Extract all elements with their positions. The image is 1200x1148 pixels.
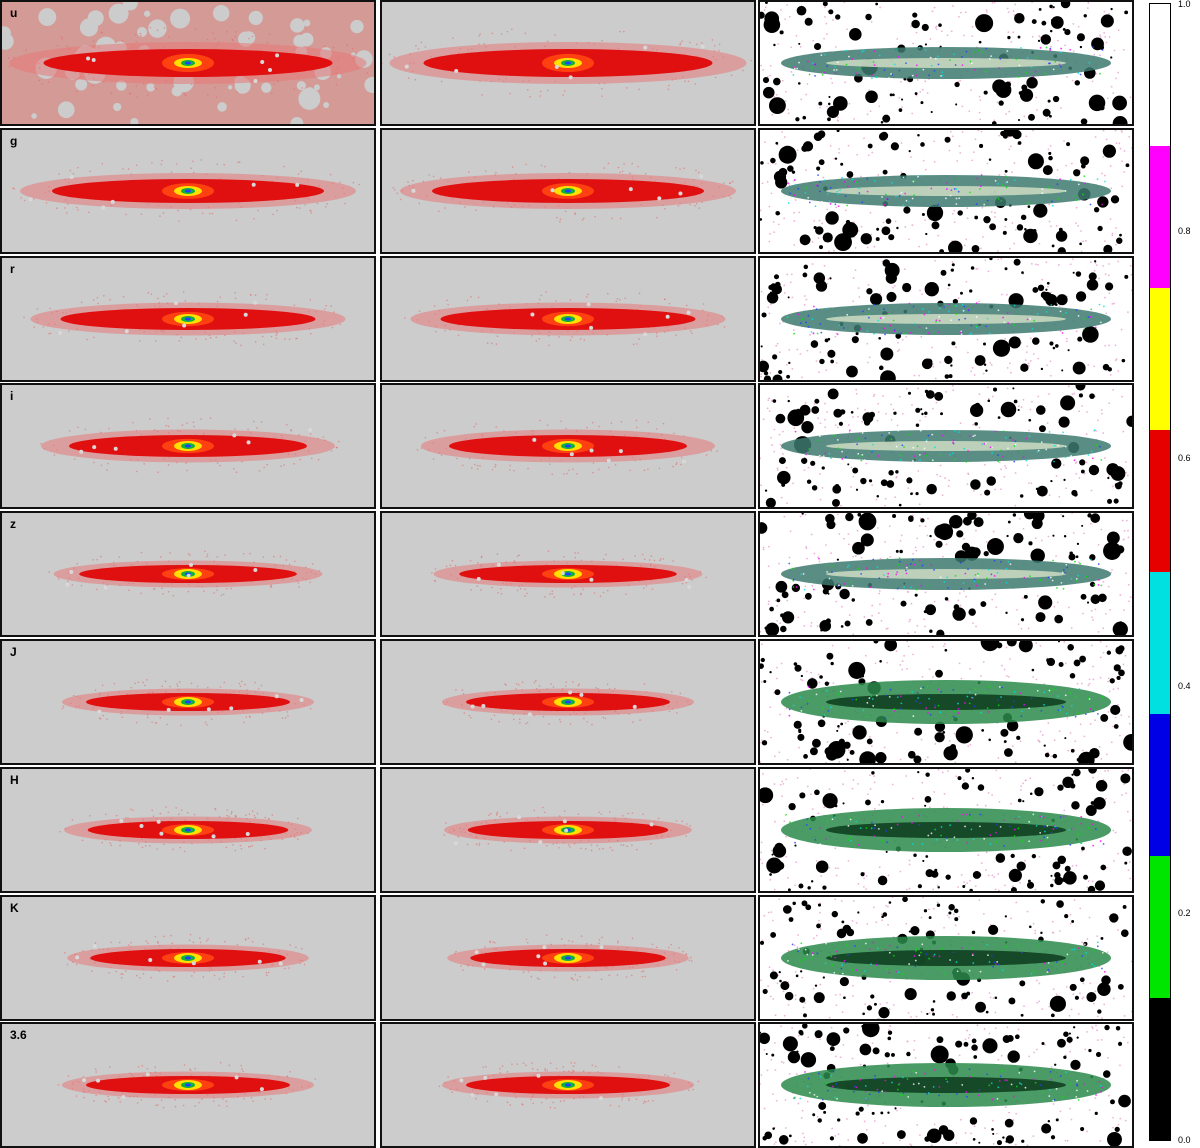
- panel-model-H: [380, 767, 756, 893]
- panel-model-g: [380, 128, 756, 254]
- galaxy-image: [760, 769, 1132, 891]
- figure-grid: u g r i z J H K 3.6: [0, 0, 1140, 1147]
- galaxy-image: [382, 769, 754, 891]
- band-label: u: [10, 6, 17, 20]
- galaxy-image: [760, 897, 1132, 1019]
- galaxy-image: [2, 897, 374, 1019]
- panel-model-3_6: [380, 1022, 756, 1148]
- galaxy-image: [382, 897, 754, 1019]
- galaxy-image: [760, 130, 1132, 252]
- band-label: r: [10, 262, 15, 276]
- panel-image-z: z: [0, 511, 376, 637]
- colorbar-tick-label: 0.8: [1178, 226, 1191, 236]
- band-label: 3.6: [10, 1028, 27, 1042]
- galaxy-image: [2, 2, 374, 124]
- galaxy-image: [760, 641, 1132, 763]
- colorbar-tick-label: 1.0: [1178, 0, 1191, 9]
- galaxy-image: [2, 769, 374, 891]
- galaxy-image: [382, 641, 754, 763]
- panel-residual-J: [758, 639, 1134, 765]
- panel-residual-z: [758, 511, 1134, 637]
- panel-image-i: i: [0, 383, 376, 509]
- galaxy-image: [382, 385, 754, 507]
- colorbar-segment: [1150, 430, 1170, 572]
- colorbar-segment: [1150, 288, 1170, 430]
- galaxy-image: [382, 1024, 754, 1146]
- band-label: g: [10, 134, 17, 148]
- panel-image-r: r: [0, 256, 376, 382]
- panel-model-i: [380, 383, 756, 509]
- colorbar-segment: [1150, 856, 1170, 998]
- band-label: J: [10, 645, 17, 659]
- colorbar-tick-label: 0.4: [1178, 681, 1191, 691]
- panel-image-H: H: [0, 767, 376, 893]
- galaxy-image: [2, 130, 374, 252]
- colorbar-segment: [1150, 572, 1170, 714]
- panel-residual-u: [758, 0, 1134, 126]
- galaxy-image: [760, 258, 1132, 380]
- colorbar-tick-label: 0.6: [1178, 453, 1191, 463]
- galaxy-image: [2, 258, 374, 380]
- panel-residual-g: [758, 128, 1134, 254]
- galaxy-image: [382, 513, 754, 635]
- panel-residual-i: [758, 383, 1134, 509]
- panel-residual-3_6: [758, 1022, 1134, 1148]
- galaxy-image: [2, 385, 374, 507]
- galaxy-image: [382, 258, 754, 380]
- panel-image-K: K: [0, 895, 376, 1021]
- band-label: K: [10, 901, 19, 915]
- panel-image-3_6: 3.6: [0, 1022, 376, 1148]
- galaxy-image: [382, 130, 754, 252]
- panel-model-J: [380, 639, 756, 765]
- galaxy-image: [760, 1024, 1132, 1146]
- colorbar-tick-label: 0.2: [1178, 908, 1191, 918]
- colorbar-segment: [1150, 4, 1170, 146]
- colorbar: [1149, 3, 1171, 1141]
- band-label: i: [10, 389, 13, 403]
- galaxy-image: [760, 385, 1132, 507]
- galaxy-image: [382, 2, 754, 124]
- colorbar-segment: [1150, 714, 1170, 856]
- galaxy-image: [2, 513, 374, 635]
- galaxy-image: [2, 641, 374, 763]
- panel-residual-r: [758, 256, 1134, 382]
- colorbar-tick-label: 0.0: [1178, 1135, 1191, 1145]
- panel-residual-H: [758, 767, 1134, 893]
- galaxy-image: [760, 2, 1132, 124]
- panel-image-J: J: [0, 639, 376, 765]
- panel-model-u: [380, 0, 756, 126]
- colorbar-segment: [1150, 146, 1170, 288]
- panel-image-u: u: [0, 0, 376, 126]
- panel-model-z: [380, 511, 756, 637]
- galaxy-image: [760, 513, 1132, 635]
- galaxy-image: [2, 1024, 374, 1146]
- band-label: z: [10, 517, 16, 531]
- band-label: H: [10, 773, 19, 787]
- panel-residual-K: [758, 895, 1134, 1021]
- panel-model-r: [380, 256, 756, 382]
- colorbar-segment: [1150, 998, 1170, 1140]
- panel-image-g: g: [0, 128, 376, 254]
- panel-model-K: [380, 895, 756, 1021]
